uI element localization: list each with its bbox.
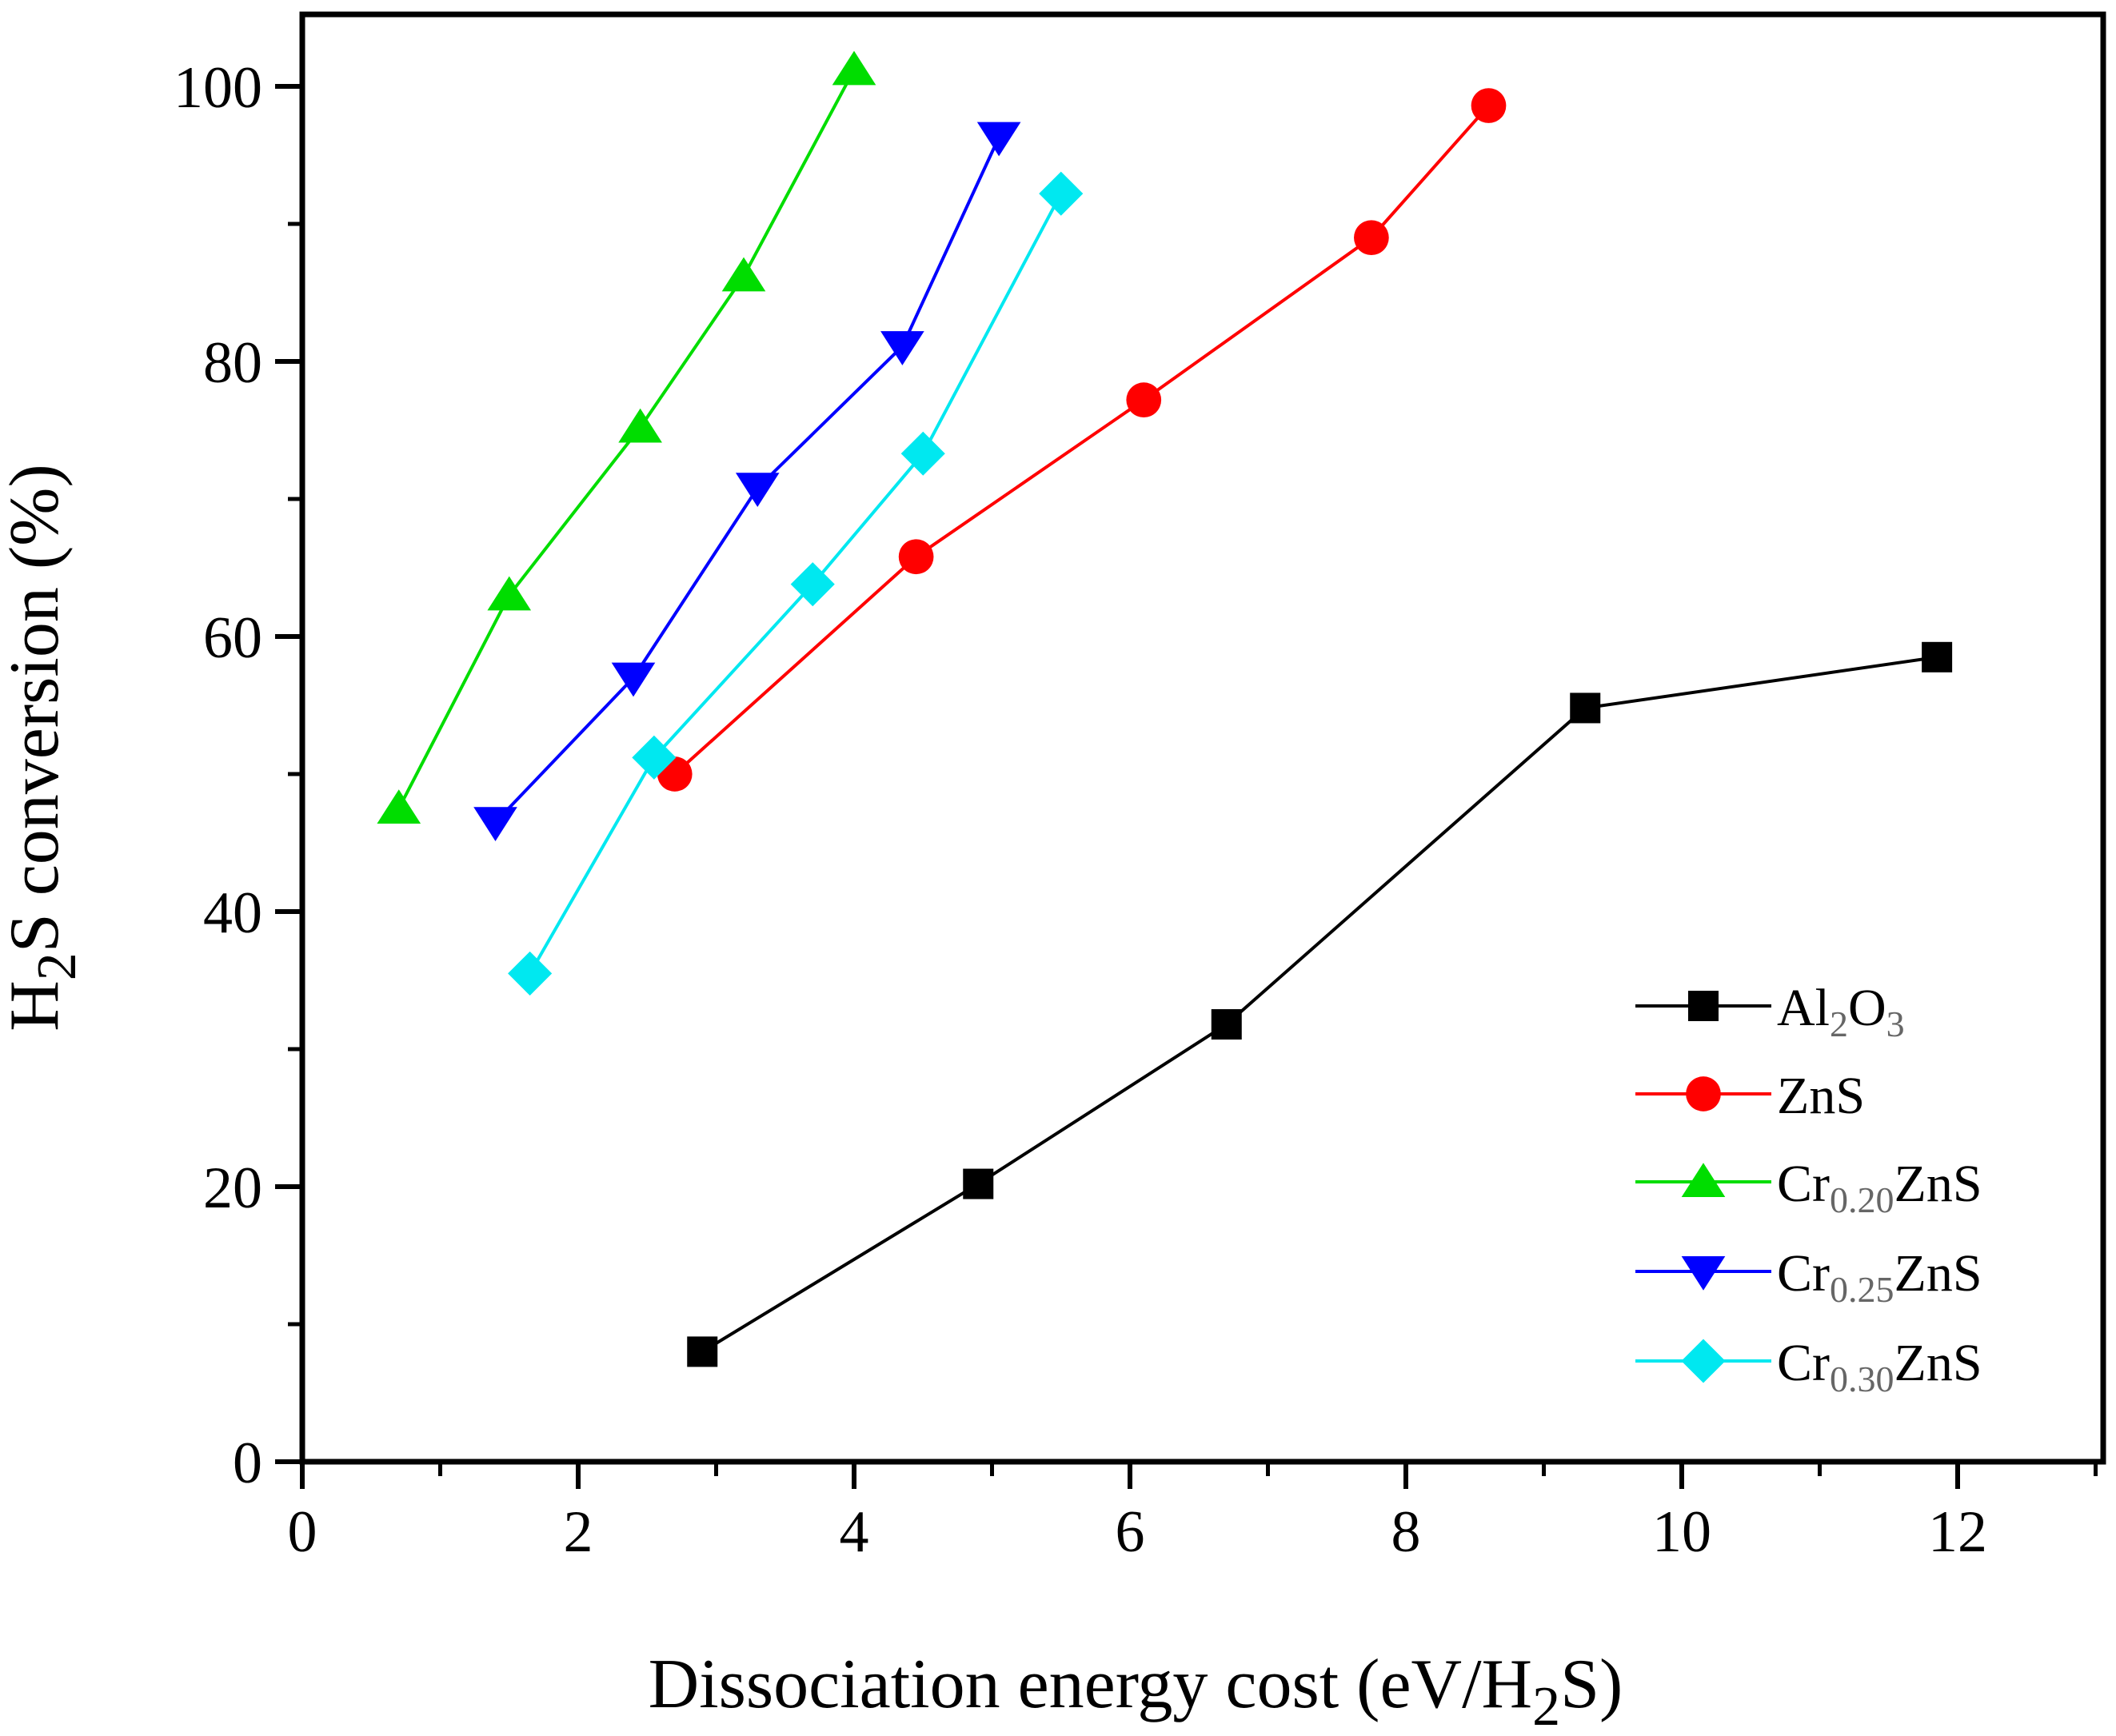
data-point (976, 122, 1021, 157)
data-point (611, 662, 656, 697)
legend-item: Cr0.30ZnS (1635, 1334, 1982, 1399)
data-point (900, 431, 945, 476)
legend-item: Al2O3 (1635, 979, 1905, 1044)
y-tick-label: 60 (203, 605, 262, 671)
plot-frame (299, 11, 2106, 1465)
legend-marker (1686, 1076, 1721, 1111)
legend-label: Cr0.20ZnS (1777, 1155, 1982, 1220)
data-point (632, 735, 677, 780)
legend: Al2O3 ZnS Cr0.20ZnS Cr0.25ZnS Cr0.30ZnS (1635, 979, 1982, 1399)
data-point (1570, 692, 1601, 724)
series-cr030zns (508, 171, 1084, 996)
legend-item: Cr0.25ZnS (1635, 1244, 1982, 1310)
data-point (1471, 88, 1507, 123)
axes: 0 2 4 6 8 10 12 0 20 40 60 80 100 (174, 11, 2106, 1565)
data-point (1039, 171, 1084, 216)
x-tick-label: 6 (1116, 1499, 1145, 1565)
data-point (687, 1336, 718, 1367)
y-tick-label: 100 (174, 55, 262, 121)
x-tick-label: 2 (564, 1499, 593, 1565)
series-line (673, 104, 1490, 776)
legend-marker (1681, 1256, 1726, 1291)
legend-marker (1688, 991, 1719, 1021)
data-point (1126, 382, 1162, 418)
data-point (618, 408, 662, 443)
data-point (832, 50, 876, 86)
data-point (377, 789, 421, 824)
data-point (473, 807, 517, 841)
legend-label: ZnS (1777, 1067, 1865, 1125)
data-point (1922, 641, 1953, 672)
legend-label: Cr0.30ZnS (1777, 1334, 1982, 1399)
legend-item: Cr0.20ZnS (1635, 1155, 1982, 1220)
legend-label: Al2O3 (1777, 979, 1905, 1044)
series-zns (657, 88, 1507, 792)
data-point (963, 1168, 994, 1199)
y-tick-label: 80 (203, 330, 262, 396)
x-axis-title: Dissociation energy cost (eV/H2S) (649, 1646, 1623, 1736)
data-point (735, 473, 780, 507)
legend-item: ZnS (1635, 1067, 1865, 1125)
x-tick-label: 0 (288, 1499, 317, 1565)
y-tick-label: 20 (203, 1155, 262, 1221)
x-tick-label: 12 (1928, 1499, 1987, 1565)
legend-marker (1681, 1163, 1726, 1197)
x-tick-label: 4 (840, 1499, 869, 1565)
data-point (487, 576, 532, 611)
data-point (880, 331, 924, 365)
series-cr020zns (377, 50, 876, 824)
legend-label: Cr0.25ZnS (1777, 1244, 1982, 1310)
data-point (1354, 220, 1389, 256)
y-axis-title: H2S conversion (%) (0, 464, 88, 1032)
plot-series (377, 50, 1953, 1367)
series-cr025zns (473, 122, 1021, 841)
data-point (721, 257, 766, 292)
y-tick-label: 40 (203, 880, 262, 946)
legend-marker (1681, 1339, 1726, 1383)
data-point (1211, 1009, 1242, 1040)
data-point (898, 539, 934, 575)
x-tick-label: 8 (1391, 1499, 1421, 1565)
data-point (508, 951, 553, 996)
x-tick-label: 10 (1652, 1499, 1711, 1565)
y-tick-label: 0 (233, 1431, 262, 1496)
series-al2o3 (687, 641, 1953, 1367)
data-point (790, 562, 835, 607)
